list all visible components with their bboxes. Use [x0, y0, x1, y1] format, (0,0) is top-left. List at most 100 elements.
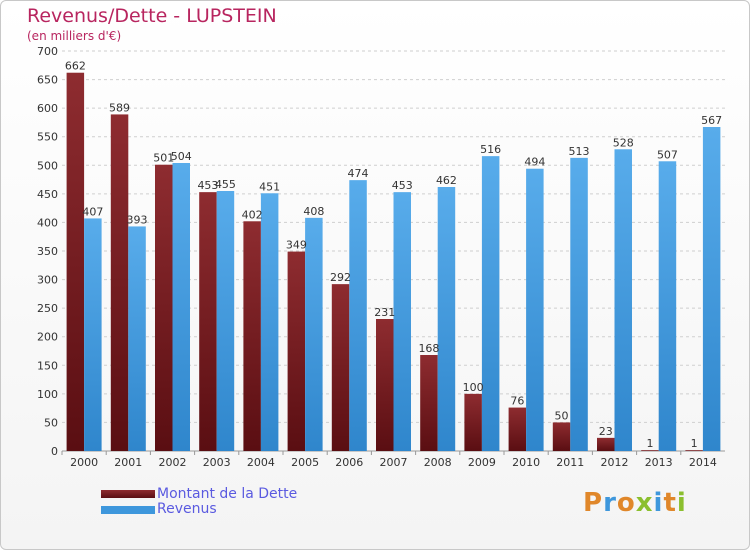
x-tick-label-2011: 2011	[556, 456, 584, 469]
y-axis-ticks: 0 50 100 150 200 250 300 350 400 450 500 550 600 650 7…	[37, 45, 58, 458]
y-tick-label: 700	[37, 45, 58, 58]
legend-label-debt: Montant de la Dette	[157, 486, 298, 502]
data-label-debt-2004: 402	[242, 208, 263, 221]
bar-debt-2002	[155, 164, 173, 451]
bar-debt-2000	[66, 72, 85, 451]
data-label-revenue-2014: 567	[701, 114, 722, 127]
data-label-revenue-2007: 453	[392, 179, 413, 192]
data-label-debt-2008: 168	[418, 342, 439, 355]
data-label-debt-2006: 292	[330, 271, 351, 284]
x-tick-label-2006: 2006	[335, 456, 363, 469]
data-labels: 6624075893935015044534554024513494082924…	[65, 60, 722, 450]
y-tick-label: 500	[37, 159, 58, 172]
y-tick-label: 350	[37, 245, 58, 258]
data-label-revenue-2013: 507	[657, 148, 678, 161]
bar-revenue-2004	[260, 193, 279, 452]
y-tick-label: 600	[37, 102, 58, 115]
bar-debt-2008	[420, 355, 438, 451]
data-label-revenue-2002: 504	[171, 150, 192, 163]
data-label-debt-2001: 589	[109, 101, 130, 114]
y-tick-label: 100	[37, 388, 58, 401]
bar-debt-2005	[287, 251, 306, 451]
x-tick-label-2001: 2001	[114, 456, 142, 469]
data-label-revenue-2005: 408	[303, 205, 324, 218]
data-label-revenue-2004: 451	[259, 180, 280, 193]
x-tick-label-2005: 2005	[291, 456, 319, 469]
y-tick-label: 0	[51, 445, 58, 458]
chart-subtitle: (en milliers d'€)	[27, 29, 122, 43]
y-tick-label: 200	[37, 331, 58, 344]
data-label-debt-2007: 231	[374, 306, 395, 319]
bar-revenue-2009	[481, 156, 500, 451]
y-tick-label: 150	[37, 359, 58, 372]
y-tick-label: 250	[37, 302, 58, 315]
y-tick-label: 450	[37, 188, 58, 201]
data-label-debt-2000: 662	[65, 60, 86, 73]
x-tick-label-2004: 2004	[247, 456, 275, 469]
data-label-debt-2014: 1	[691, 437, 698, 450]
chart-title: Revenus/Dette - LUPSTEIN	[27, 5, 277, 27]
bar-debt-2009	[464, 393, 482, 451]
y-tick-label: 650	[37, 74, 58, 87]
data-label-revenue-2000: 407	[82, 205, 103, 218]
bar-revenue-2011	[570, 157, 588, 451]
x-tick-label-2014: 2014	[689, 456, 717, 469]
y-tick-label: 300	[37, 274, 58, 287]
x-tick-label-2012: 2012	[601, 456, 629, 469]
data-label-revenue-2008: 462	[436, 174, 457, 187]
bar-revenue-2001	[128, 226, 146, 451]
bar-debt-2012	[597, 437, 615, 451]
bar-revenue-2008	[437, 187, 456, 451]
y-tick-label: 400	[37, 216, 58, 229]
x-tick-label-2010: 2010	[512, 456, 540, 469]
data-label-revenue-2009: 516	[480, 143, 501, 156]
x-axis-ticks: 2000 2001 2002 2003 2004 2005 2006 2007 2008 2009…	[61, 451, 717, 469]
bar-debt-2014	[685, 450, 703, 451]
bar-revenue-2000	[84, 218, 102, 451]
bar-revenue-2010	[526, 168, 544, 451]
bar-debt-2010	[508, 407, 527, 451]
x-tick-label-2002: 2002	[159, 456, 187, 469]
bar-debt-2007	[376, 319, 394, 451]
data-label-debt-2012: 23	[599, 425, 613, 438]
legend-swatch-debt	[101, 490, 155, 498]
data-label-debt-2013: 1	[646, 437, 653, 450]
data-label-revenue-2012: 528	[613, 136, 634, 149]
bar-debt-2004	[243, 221, 261, 451]
data-label-revenue-2006: 474	[348, 167, 369, 180]
legend-swatch-revenue	[101, 506, 155, 514]
proxiti-logo: Proxiti	[583, 488, 687, 518]
bar-revenue-2005	[305, 217, 323, 451]
bar-revenue-2014	[702, 127, 721, 451]
data-label-debt-2009: 100	[463, 381, 484, 394]
x-tick-label-2008: 2008	[424, 456, 452, 469]
data-label-debt-2005: 349	[286, 239, 307, 252]
x-tick-label-2007: 2007	[380, 456, 408, 469]
bars	[66, 72, 721, 452]
bar-revenue-2002	[172, 163, 190, 451]
data-label-revenue-2001: 393	[127, 213, 148, 226]
data-label-revenue-2011: 513	[569, 145, 590, 158]
data-label-debt-2010: 76	[510, 395, 524, 408]
x-tick-label-2013: 2013	[645, 456, 673, 469]
bar-debt-2006	[331, 284, 350, 451]
data-label-debt-2011: 50	[555, 409, 569, 422]
bar-revenue-2012	[614, 149, 632, 452]
bar-revenue-2013	[658, 161, 677, 452]
data-label-debt-2002: 501	[153, 152, 174, 165]
data-label-debt-2003: 453	[197, 179, 218, 192]
x-tick-label-2009: 2009	[468, 456, 496, 469]
legend-label-revenue: Revenus	[157, 501, 217, 517]
bar-revenue-2006	[349, 180, 367, 451]
data-label-revenue-2003: 455	[215, 178, 236, 191]
bar-debt-2001	[110, 114, 129, 451]
x-tick-label-2003: 2003	[203, 456, 231, 469]
bar-debt-2011	[552, 422, 571, 451]
bar-debt-2013	[641, 450, 659, 451]
x-tick-label-2000: 2000	[70, 456, 98, 469]
bar-debt-2003	[199, 192, 217, 451]
y-tick-label: 50	[44, 416, 58, 429]
bar-revenue-2007	[393, 192, 411, 451]
